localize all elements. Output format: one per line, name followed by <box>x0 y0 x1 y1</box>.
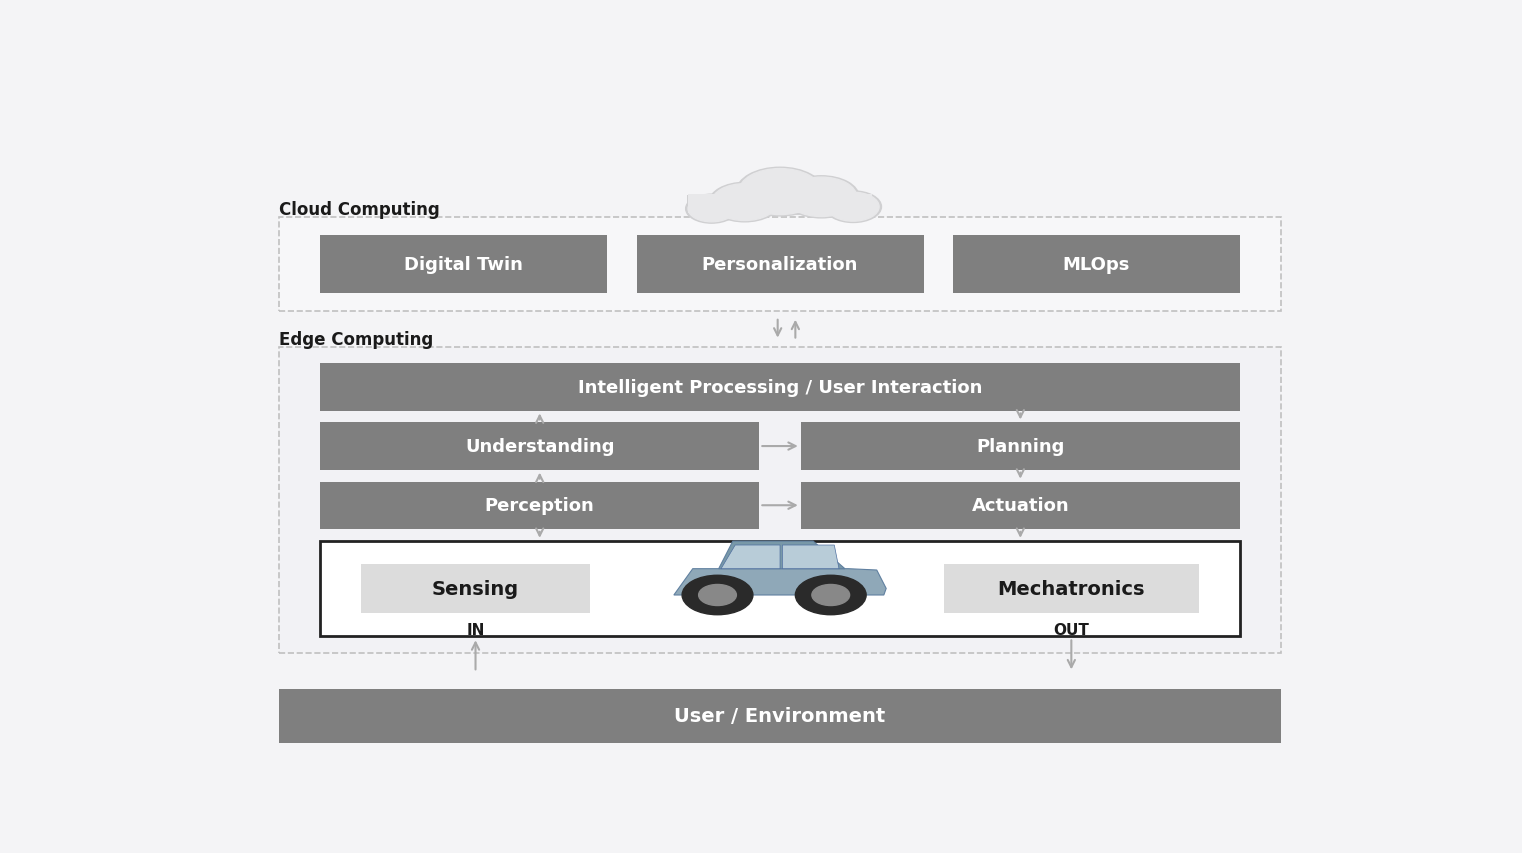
Text: Understanding: Understanding <box>464 438 615 456</box>
Text: Mechatronics: Mechatronics <box>997 579 1145 598</box>
Bar <box>320 363 1240 411</box>
Bar <box>636 235 924 293</box>
Bar <box>953 235 1240 293</box>
Text: IN: IN <box>466 623 484 637</box>
Circle shape <box>682 576 753 615</box>
Bar <box>320 235 607 293</box>
Circle shape <box>737 168 823 217</box>
Bar <box>801 482 1240 529</box>
Text: Digital Twin: Digital Twin <box>403 255 524 273</box>
Text: Personalization: Personalization <box>702 255 858 273</box>
Bar <box>279 347 1282 653</box>
Circle shape <box>712 184 778 221</box>
Bar <box>279 218 1282 311</box>
Polygon shape <box>721 545 779 569</box>
Text: MLOps: MLOps <box>1062 255 1131 273</box>
Circle shape <box>825 192 881 223</box>
Circle shape <box>738 170 822 215</box>
Bar <box>279 689 1282 743</box>
Polygon shape <box>782 545 839 569</box>
Text: Intelligent Processing / User Interaction: Intelligent Processing / User Interactio… <box>578 379 982 397</box>
Bar <box>688 194 872 214</box>
Circle shape <box>709 183 779 223</box>
Circle shape <box>699 585 737 606</box>
Bar <box>801 423 1240 470</box>
Text: Perception: Perception <box>486 496 595 514</box>
Bar <box>944 564 1199 613</box>
Circle shape <box>785 178 857 218</box>
Circle shape <box>828 193 880 222</box>
Circle shape <box>811 585 849 606</box>
Text: Planning: Planning <box>976 438 1064 456</box>
Text: Sensing: Sensing <box>432 579 519 598</box>
Text: Cloud Computing: Cloud Computing <box>279 200 440 218</box>
Text: OUT: OUT <box>1053 623 1090 637</box>
Circle shape <box>688 196 735 223</box>
Text: Actuation: Actuation <box>971 496 1068 514</box>
Bar <box>320 541 1240 636</box>
Text: Edge Computing: Edge Computing <box>279 330 432 349</box>
Bar <box>320 482 759 529</box>
Circle shape <box>784 177 858 218</box>
Polygon shape <box>674 569 886 595</box>
Circle shape <box>685 195 738 223</box>
Circle shape <box>796 576 866 615</box>
Text: User / Environment: User / Environment <box>674 706 886 725</box>
Bar <box>686 195 874 215</box>
Polygon shape <box>718 542 845 569</box>
Bar <box>320 423 759 470</box>
Bar <box>361 564 589 613</box>
